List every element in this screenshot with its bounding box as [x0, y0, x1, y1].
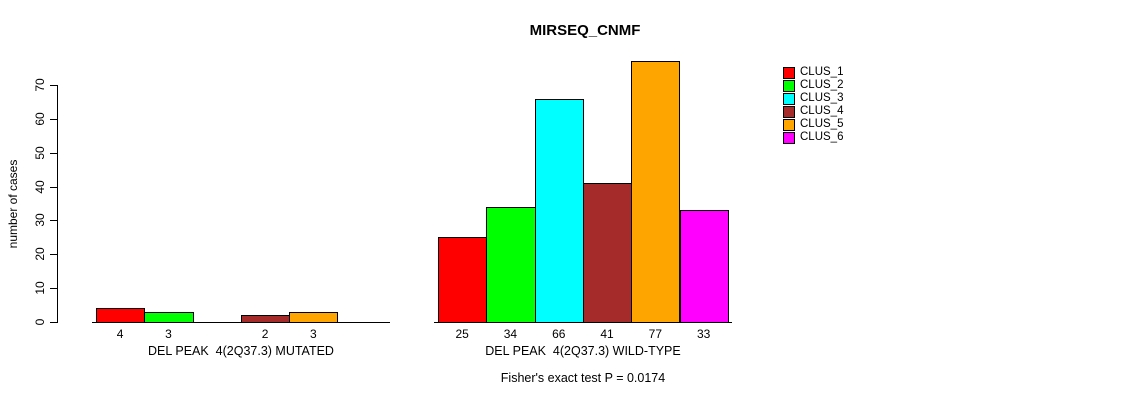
y-tick-label: 60 — [33, 112, 47, 126]
legend-label-CLUS_6: CLUS_6 — [800, 131, 844, 143]
bar-value-label-CLUS_3-wild-type: 66 — [552, 327, 566, 341]
bar-value-label-CLUS_6-wild-type: 33 — [696, 327, 711, 341]
y-tick-label: 40 — [33, 179, 47, 194]
bar-value-label-CLUS_1-wild-type: 25 — [455, 327, 469, 341]
legend-swatch-CLUS_6 — [783, 132, 795, 144]
y-tick-label: 0 — [33, 318, 47, 326]
y-tick-label: 30 — [33, 213, 47, 228]
legend-label-CLUS_5: CLUS_5 — [800, 118, 844, 130]
y-tick — [50, 118, 57, 120]
legend-swatch-CLUS_4 — [783, 106, 795, 118]
chart-title: MIRSEQ_CNMF — [529, 22, 641, 39]
legend-label-CLUS_3: CLUS_3 — [800, 92, 844, 104]
legend-swatch-CLUS_5 — [783, 119, 795, 131]
bar-value-label-CLUS_5-wild-type: 77 — [648, 327, 663, 341]
bar-CLUS_4-mutated — [240, 315, 291, 323]
group-axis-label-mutated: DEL PEAK 4(2Q37.3) MUTATED — [148, 344, 334, 358]
fisher-test-annotation: Fisher's exact test P = 0.0174 — [500, 371, 666, 385]
bar-CLUS_3-wild-type — [534, 98, 584, 323]
bar-value-label-CLUS_4-mutated: 2 — [261, 327, 269, 341]
bar-CLUS_1-mutated — [96, 308, 146, 323]
y-tick-label: 70 — [33, 78, 47, 92]
y-tick — [50, 254, 57, 256]
bar-CLUS_4-wild-type — [582, 183, 633, 323]
legend-label-CLUS_2: CLUS_2 — [800, 79, 844, 91]
bar-value-label-CLUS_4-wild-type: 41 — [600, 327, 614, 341]
legend-swatch-CLUS_3 — [783, 93, 795, 105]
y-tick — [50, 322, 57, 323]
y-tick — [50, 186, 57, 188]
y-tick — [50, 288, 57, 290]
bar-CLUS_2-wild-type — [486, 206, 536, 323]
legend-label-CLUS_4: CLUS_4 — [800, 105, 844, 117]
bar-CLUS_5-wild-type — [631, 61, 681, 323]
bar-value-label-CLUS_5-mutated: 3 — [310, 327, 317, 341]
y-axis-line — [57, 85, 58, 323]
bar-CLUS_1-wild-type — [438, 237, 488, 323]
group-axis-label-wild-type: DEL PEAK 4(2Q37.3) WILD-TYPE — [485, 344, 681, 358]
bar-value-label-CLUS_2-mutated: 3 — [165, 327, 172, 341]
y-axis-title: number of cases — [6, 159, 20, 249]
y-tick-label: 20 — [33, 247, 47, 261]
legend-swatch-CLUS_1 — [783, 67, 795, 79]
y-tick-label: 10 — [33, 281, 47, 295]
y-tick — [50, 152, 57, 154]
y-tick — [50, 85, 57, 86]
y-tick — [50, 220, 57, 222]
bar-CLUS_2-mutated — [144, 311, 194, 323]
y-tick-label: 50 — [33, 146, 47, 160]
legend-swatch-CLUS_2 — [783, 80, 795, 92]
bar-CLUS_5-mutated — [289, 311, 339, 323]
bar-CLUS_6-wild-type — [679, 210, 729, 323]
bar-value-label-CLUS_1-mutated: 4 — [116, 327, 124, 341]
legend-label-CLUS_1: CLUS_1 — [800, 66, 844, 78]
bar-value-label-CLUS_2-wild-type: 34 — [503, 327, 518, 341]
